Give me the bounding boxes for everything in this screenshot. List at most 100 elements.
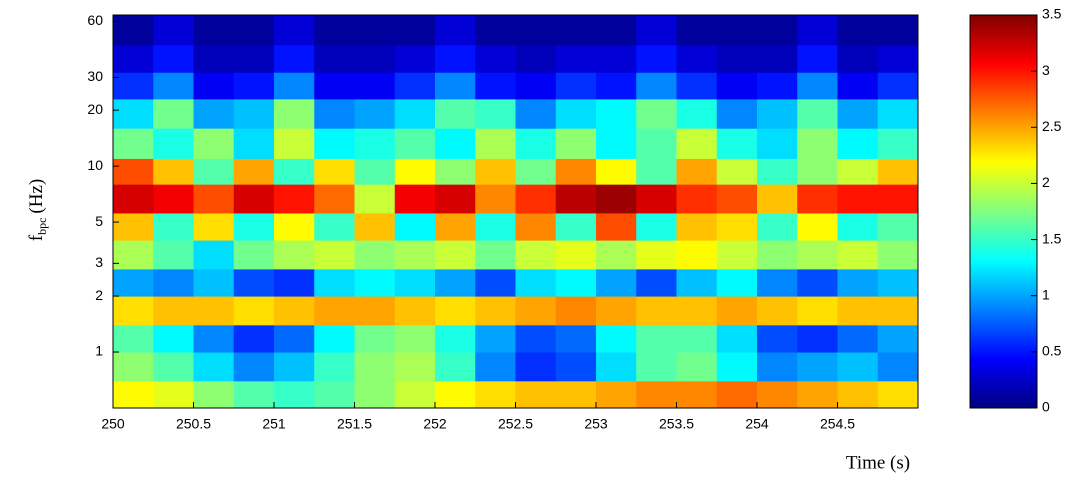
heat-cell: [877, 158, 919, 185]
heat-cell: [797, 184, 838, 214]
heat-cell: [233, 240, 275, 270]
heat-cell: [515, 324, 557, 353]
heat-cell: [837, 240, 879, 270]
heat-cell: [596, 324, 637, 353]
heat-cell: [153, 44, 194, 73]
heat-cell: [757, 212, 798, 241]
y-tick-label: 5: [95, 213, 103, 229]
heat-cell: [354, 324, 396, 353]
heat-cell: [394, 184, 436, 214]
heat-cell: [394, 15, 436, 46]
heat-cell: [394, 44, 436, 73]
heat-cell: [475, 352, 516, 382]
heat-cell: [354, 98, 396, 129]
heat-cell: [716, 98, 758, 129]
heat-cell: [877, 380, 919, 409]
heat-cell: [877, 268, 919, 297]
heat-cell: [716, 184, 758, 214]
heat-cell: [837, 296, 879, 326]
heat-cell: [113, 352, 154, 382]
heat-cell: [153, 98, 194, 129]
heat-cell: [435, 15, 476, 46]
heat-cell: [113, 324, 154, 353]
heat-cell: [193, 128, 235, 159]
heat-cell: [193, 158, 235, 185]
heat-cell: [193, 72, 235, 100]
heat-cell: [676, 296, 718, 326]
heat-cell: [555, 44, 597, 73]
heat-cell: [716, 324, 758, 353]
heat-cell: [354, 240, 396, 270]
heat-cell: [837, 15, 879, 46]
heat-cell: [314, 15, 355, 46]
heat-cell: [274, 72, 315, 100]
heat-cell: [596, 98, 637, 129]
heat-cell: [596, 72, 637, 100]
colorbar-tick-label: 2: [1042, 174, 1050, 190]
heat-cell: [113, 212, 154, 241]
heat-cell: [757, 72, 798, 100]
heat-cell: [193, 380, 235, 409]
heat-cell: [515, 240, 557, 270]
heat-cell: [113, 296, 154, 326]
heat-cell: [233, 296, 275, 326]
heat-cell: [274, 98, 315, 129]
heat-cell: [274, 44, 315, 73]
heat-cell: [314, 380, 355, 409]
heat-cell: [475, 240, 516, 270]
heat-cell: [233, 324, 275, 353]
heat-cell: [515, 158, 557, 185]
heat-cell: [153, 268, 194, 297]
heat-cell: [193, 212, 235, 241]
heat-cell: [757, 380, 798, 409]
heat-cell: [435, 72, 476, 100]
heat-cell: [475, 324, 516, 353]
heat-cell: [153, 212, 194, 241]
heat-cell: [274, 380, 315, 409]
x-tick-label: 252.5: [498, 416, 533, 432]
heat-cell: [837, 128, 879, 159]
heat-cell: [354, 184, 396, 214]
heat-cell: [877, 324, 919, 353]
heat-cell: [314, 44, 355, 73]
heat-cell: [314, 128, 355, 159]
heat-cell: [515, 352, 557, 382]
heat-cell: [555, 268, 597, 297]
heat-cell: [354, 72, 396, 100]
heat-cell: [515, 15, 557, 46]
heat-cell: [153, 324, 194, 353]
heat-cell: [435, 268, 476, 297]
heat-cell: [877, 44, 919, 73]
heat-cell: [837, 158, 879, 185]
x-tick-label: 251: [262, 416, 286, 432]
heat-cell: [837, 352, 879, 382]
heat-cell: [877, 98, 919, 129]
heat-cell: [233, 128, 275, 159]
heat-cell: [314, 184, 355, 214]
heat-cell: [676, 72, 718, 100]
heat-cell: [233, 44, 275, 73]
heat-cell: [596, 184, 637, 214]
heat-cell: [314, 352, 355, 382]
y-tick-label: 60: [87, 12, 103, 28]
heat-cell: [555, 380, 597, 409]
heat-cell: [676, 44, 718, 73]
heat-cell: [274, 296, 315, 326]
heat-cell: [636, 268, 677, 297]
heat-cell: [555, 72, 597, 100]
heat-cell: [877, 15, 919, 46]
heat-cell: [757, 324, 798, 353]
heat-cell: [274, 158, 315, 185]
heat-cell: [596, 158, 637, 185]
heat-cell: [394, 268, 436, 297]
heat-cell: [636, 128, 677, 159]
heat-cell: [676, 184, 718, 214]
heat-cell: [757, 98, 798, 129]
heat-cell: [475, 296, 516, 326]
heat-cell: [596, 268, 637, 297]
heat-cell: [676, 352, 718, 382]
heat-cell: [113, 380, 154, 409]
heat-cell: [435, 380, 476, 409]
heat-cell: [716, 15, 758, 46]
